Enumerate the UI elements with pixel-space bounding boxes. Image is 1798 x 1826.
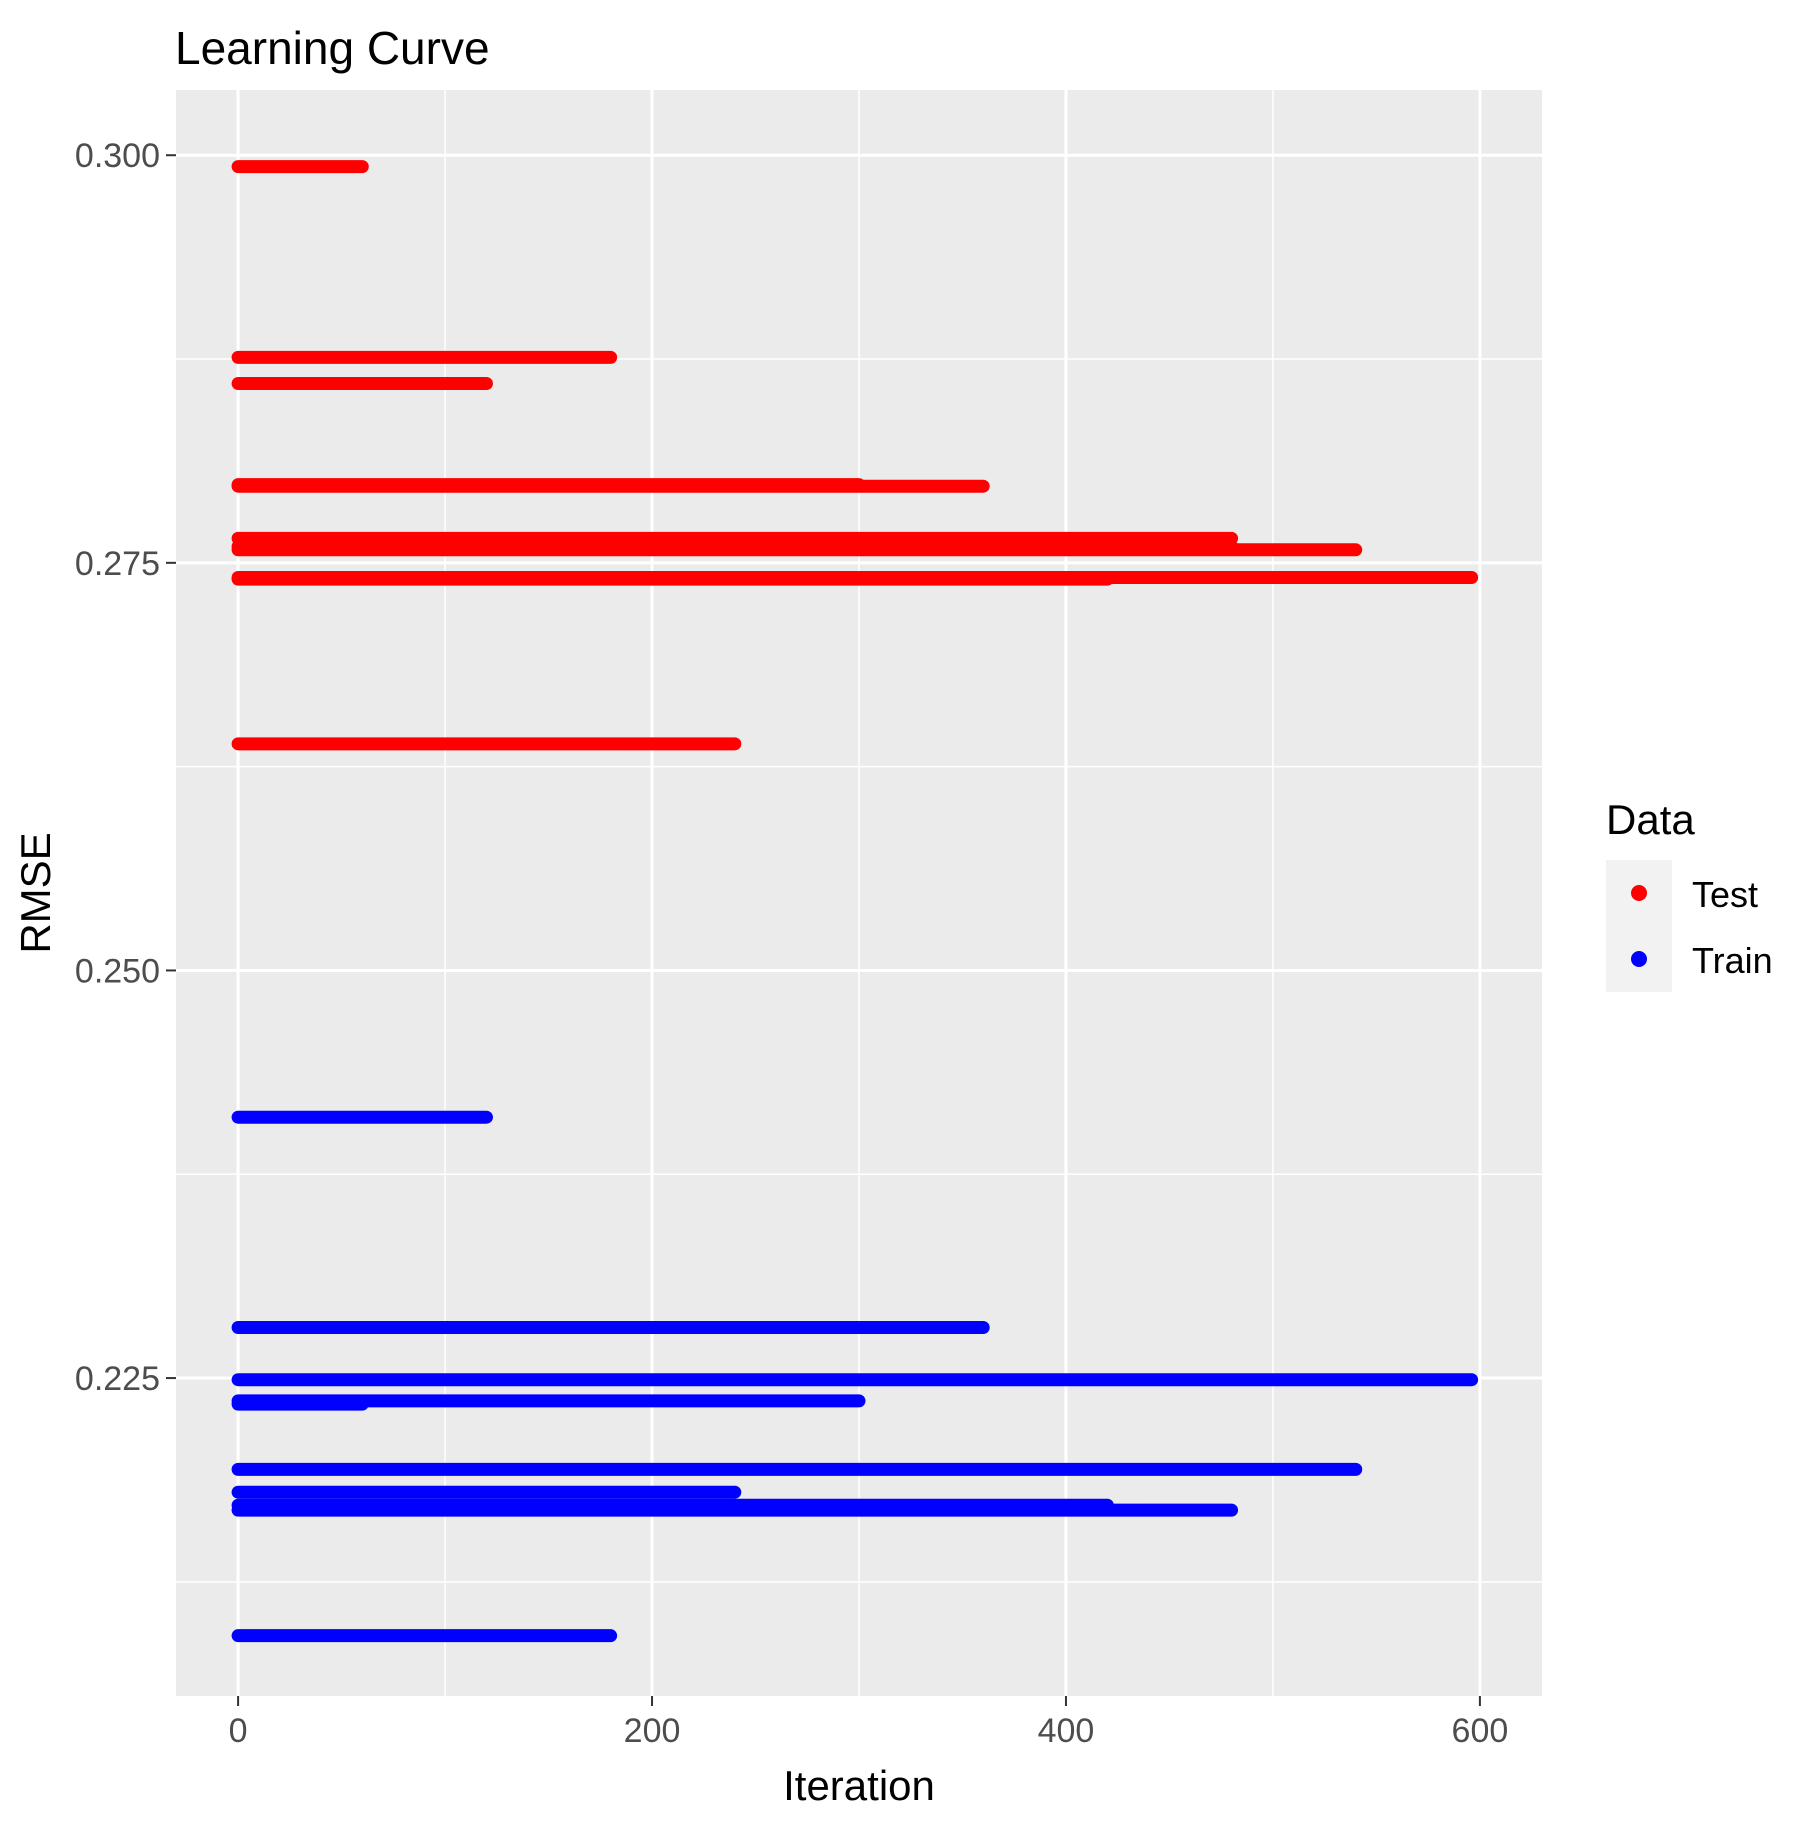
legend-label-test: Test: [1692, 874, 1758, 915]
y-tick-label: 0.275: [75, 545, 160, 583]
y-axis: 0.225 0.250 0.275 0.300: [75, 137, 176, 1398]
series-train: [231, 1110, 1479, 1643]
legend-key-background: [1606, 860, 1672, 992]
x-tick-label: 200: [624, 1712, 681, 1750]
x-axis: 0 200 400 600: [229, 1696, 1509, 1750]
series-test: [231, 160, 1479, 751]
y-tick-label: 0.250: [75, 952, 160, 990]
y-tick-label: 0.225: [75, 1360, 160, 1398]
legend-key-train: [1631, 951, 1647, 967]
x-tick-label: 0: [229, 1712, 248, 1750]
x-tick-label: 600: [1452, 1712, 1509, 1750]
legend-label-train: Train: [1692, 940, 1773, 981]
x-tick-label: 400: [1038, 1712, 1095, 1750]
legend-key-test: [1631, 885, 1647, 901]
y-axis-title: RMSE: [12, 832, 59, 953]
data-points: [231, 160, 1479, 1643]
x-axis-title: Iteration: [783, 1762, 935, 1809]
y-tick-label: 0.300: [75, 137, 160, 175]
legend-title: Data: [1606, 796, 1695, 843]
legend: Data Test Train: [1606, 796, 1773, 992]
chart-title: Learning Curve: [175, 22, 490, 74]
